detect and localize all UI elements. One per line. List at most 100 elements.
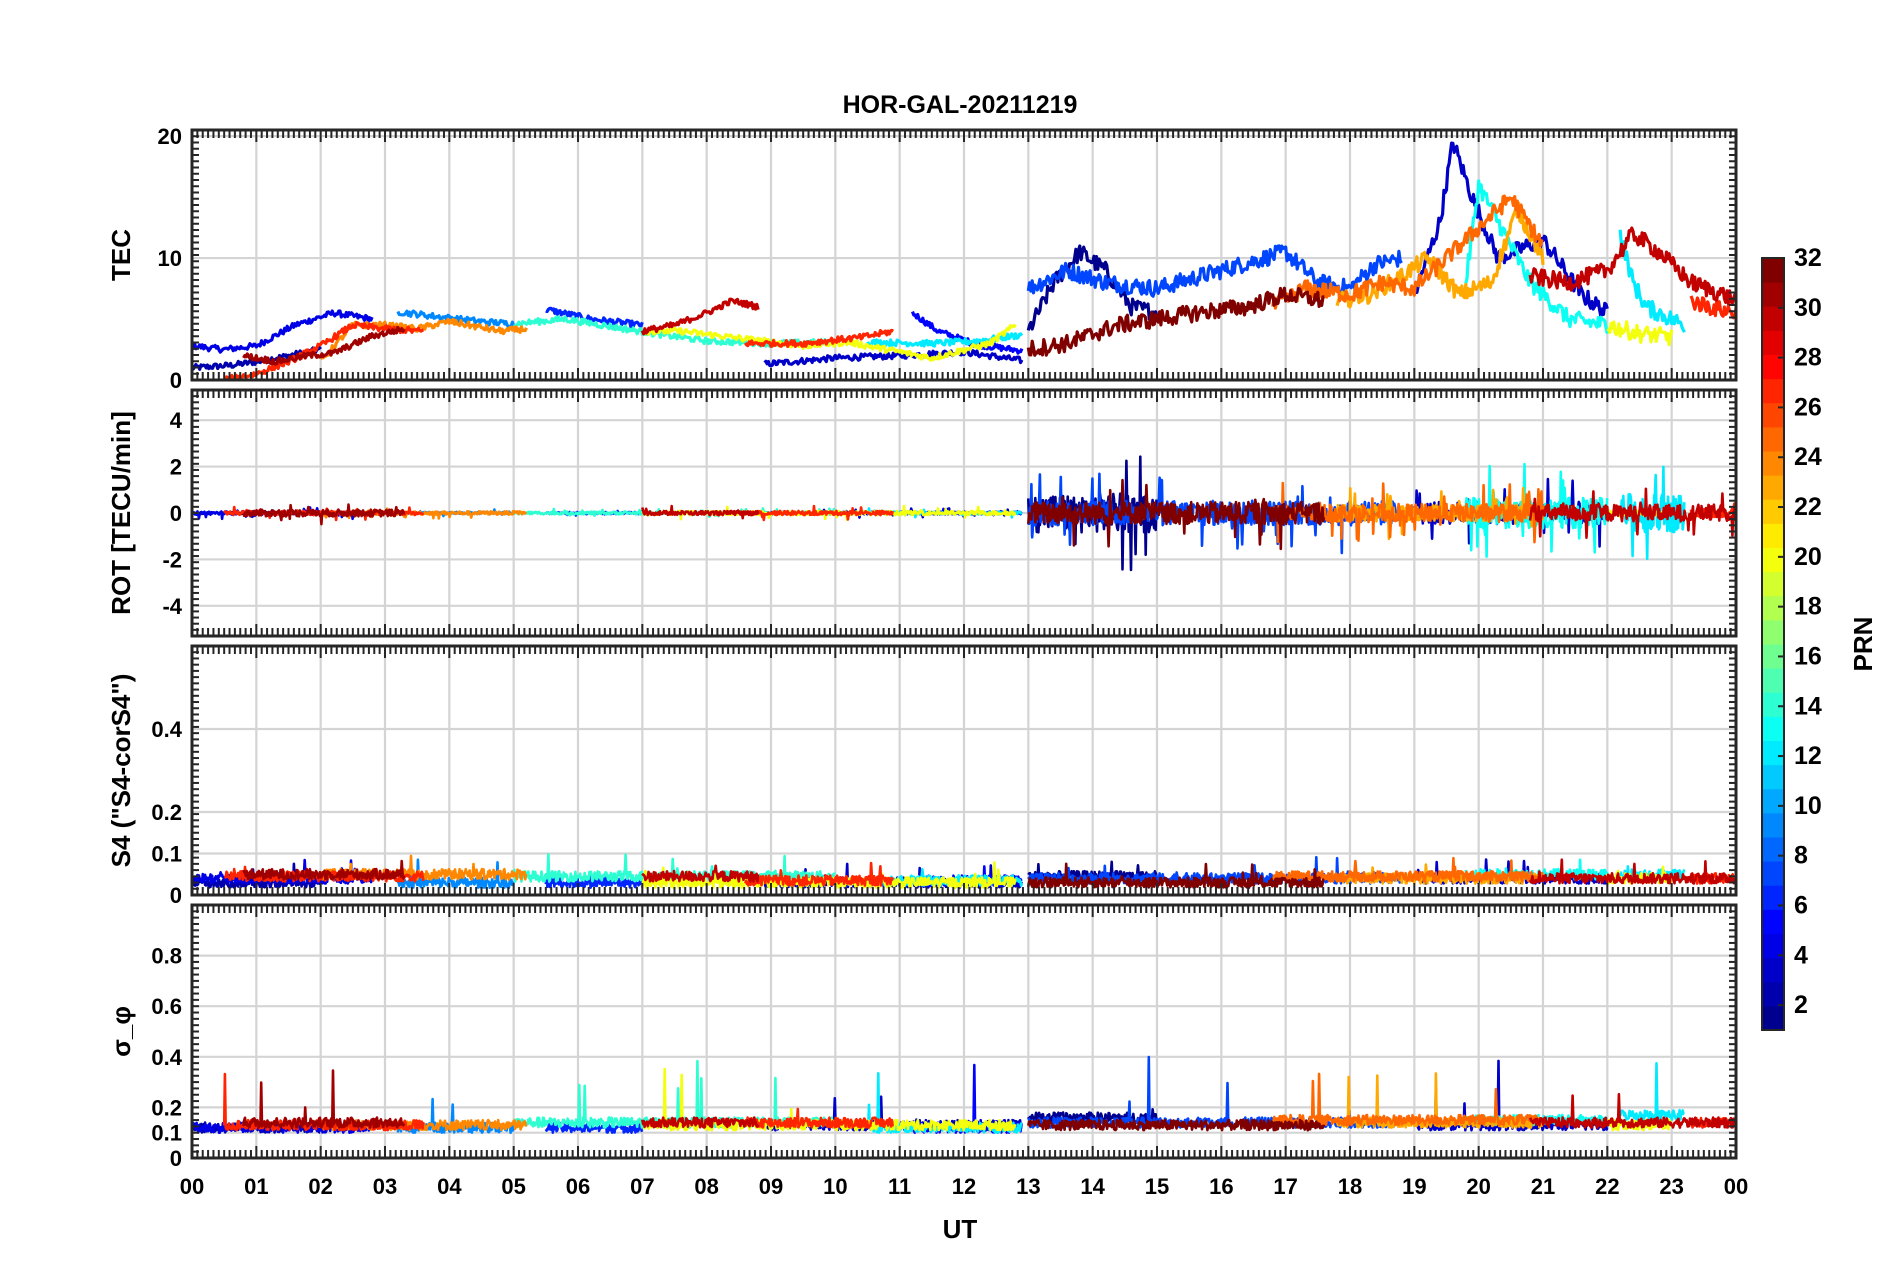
y-tick-label: 0.4 <box>151 1045 182 1070</box>
y-axis-label-tec: TEC <box>106 229 136 281</box>
series-line-sigma-prn-25 <box>1271 1072 1544 1127</box>
series-line-tec-prn-1 <box>1026 244 1159 331</box>
colorbar-frame <box>1761 257 1785 1031</box>
colorbar-segment <box>1762 402 1784 428</box>
x-tick-label: 13 <box>1016 1174 1040 1199</box>
chart-title: HOR-GAL-20211219 <box>843 91 1078 119</box>
series-line-sigma-prn-30b <box>1528 1092 1736 1129</box>
x-tick-label: 20 <box>1466 1174 1490 1199</box>
y-axis-label-rot: ROT [TECU/min] <box>106 411 136 615</box>
x-tick-label: 00 <box>180 1174 204 1199</box>
series-line-s4-prn-30 <box>641 864 760 883</box>
colorbar-tick-label: 12 <box>1794 742 1822 770</box>
colorbar-segment <box>1762 812 1784 838</box>
y-tick-label: 0 <box>170 883 182 908</box>
y-tick-label: 4 <box>170 408 183 433</box>
series-line-tec-prn-3 <box>763 348 1024 368</box>
series-line-s4-prn-31 <box>242 859 406 881</box>
x-tick-label: 14 <box>1080 1174 1105 1199</box>
series-line-sigma-prn-12b <box>1618 1062 1685 1122</box>
colorbar-tick-label: 30 <box>1794 294 1822 322</box>
series-line-sigma-prn-27b <box>744 1107 894 1129</box>
colorbar-segment <box>1762 957 1784 983</box>
y-tick-label: 0.4 <box>151 717 182 742</box>
y-tick-label: 0.2 <box>151 1095 182 1120</box>
series-line-tec-prn-32 <box>1026 286 1325 357</box>
colorbar-segment <box>1762 306 1784 331</box>
colorbar-segment <box>1762 692 1784 717</box>
x-tick-label: 17 <box>1273 1174 1297 1199</box>
ticks-tec <box>191 129 1737 381</box>
colorbar-tick-label: 18 <box>1794 593 1822 621</box>
colorbar-segment <box>1762 426 1784 452</box>
y-tick-label: 0.1 <box>151 1121 182 1146</box>
series-line-rot-prn-27b <box>744 504 894 522</box>
x-tick-label: 01 <box>244 1174 268 1199</box>
colorbar-tick-label: 26 <box>1794 393 1822 421</box>
colorbar-segment <box>1762 837 1784 862</box>
colorbar-segment <box>1762 788 1784 814</box>
colorbar-tick-label: 28 <box>1794 344 1822 372</box>
colorbar-segment <box>1762 523 1784 548</box>
colorbar-segment <box>1762 282 1784 307</box>
colorbar-segment <box>1762 644 1784 669</box>
series-line-tec-prn-23 <box>1335 201 1545 309</box>
colorbar-tick-label: 4 <box>1794 941 1808 969</box>
x-tick-label: 08 <box>694 1174 718 1199</box>
colorbar-segment <box>1762 475 1784 500</box>
colorbar-segment <box>1762 885 1784 910</box>
colorbar-tick-label: 8 <box>1794 842 1808 870</box>
series-line-s4-prn-9 <box>396 858 515 890</box>
x-tick-label: 12 <box>952 1174 976 1199</box>
x-tick-label: 00 <box>1724 1174 1748 1199</box>
series-line-tec-prn-20b <box>1606 320 1674 347</box>
colorbar-segment <box>1762 909 1784 934</box>
y-axis-label-sigma: σ_φ <box>106 1006 136 1057</box>
colorbar-segment <box>1762 619 1784 645</box>
traces-s4 <box>192 852 1736 890</box>
x-tick-label: 02 <box>308 1174 332 1199</box>
colorbar-label: PRN <box>1848 617 1878 672</box>
colorbar-tick-label: 6 <box>1794 891 1808 919</box>
series-line-tec-prn-6 <box>545 306 644 329</box>
x-tick-label: 06 <box>566 1174 590 1199</box>
y-tick-label: 0 <box>170 501 182 526</box>
x-tick-label: 04 <box>437 1174 462 1199</box>
ticks-sigma <box>191 904 1737 1159</box>
colorbar-segment <box>1762 354 1784 380</box>
colorbar-tick-label: 16 <box>1794 642 1822 670</box>
y-tick-label: 2 <box>170 455 182 480</box>
colorbar-segment <box>1762 716 1784 741</box>
x-axis-label: UT <box>943 1214 978 1244</box>
panel-s4: 0 0.1 0.2 0.4 S4 ("S4-corS4") <box>106 644 1738 908</box>
colorbar-segment <box>1762 740 1784 766</box>
colorbar-tick-label: 24 <box>1794 443 1822 471</box>
ticks-rot <box>191 389 1737 637</box>
series-line-tec-prn-12b <box>1618 229 1686 333</box>
series-line-rot-prn-12b <box>1619 465 1686 561</box>
colorbar-segment <box>1762 595 1784 621</box>
colorbar-tick-label: 20 <box>1794 543 1822 571</box>
y-tick-label: 0 <box>170 368 182 393</box>
x-tick-label: 15 <box>1145 1174 1169 1199</box>
colorbar-segment <box>1762 547 1784 573</box>
traces-sigma <box>192 1055 1736 1134</box>
series-line-sigma-prn-30 <box>641 1116 760 1129</box>
colorbar-segment <box>1762 981 1784 1007</box>
series-line-tec-prn-27 <box>222 321 424 380</box>
y-tick-label: 20 <box>158 124 182 149</box>
y-tick-label: 0.8 <box>151 944 182 969</box>
colorbar-segment <box>1762 571 1784 597</box>
x-tick-label: 23 <box>1659 1174 1683 1199</box>
colorbar-segment <box>1762 1005 1784 1031</box>
y-tick-label: 0 <box>170 1146 182 1171</box>
colorbar-tick-label: 14 <box>1794 692 1822 720</box>
x-tick-label: 19 <box>1402 1174 1426 1199</box>
colorbar-segment <box>1762 933 1784 959</box>
series-line-sigma-prn-31 <box>242 1069 406 1129</box>
x-tick-label: 09 <box>759 1174 783 1199</box>
series-line-tec-prn-30 <box>640 297 760 336</box>
series-line-sigma-prn-32 <box>1027 1118 1326 1132</box>
